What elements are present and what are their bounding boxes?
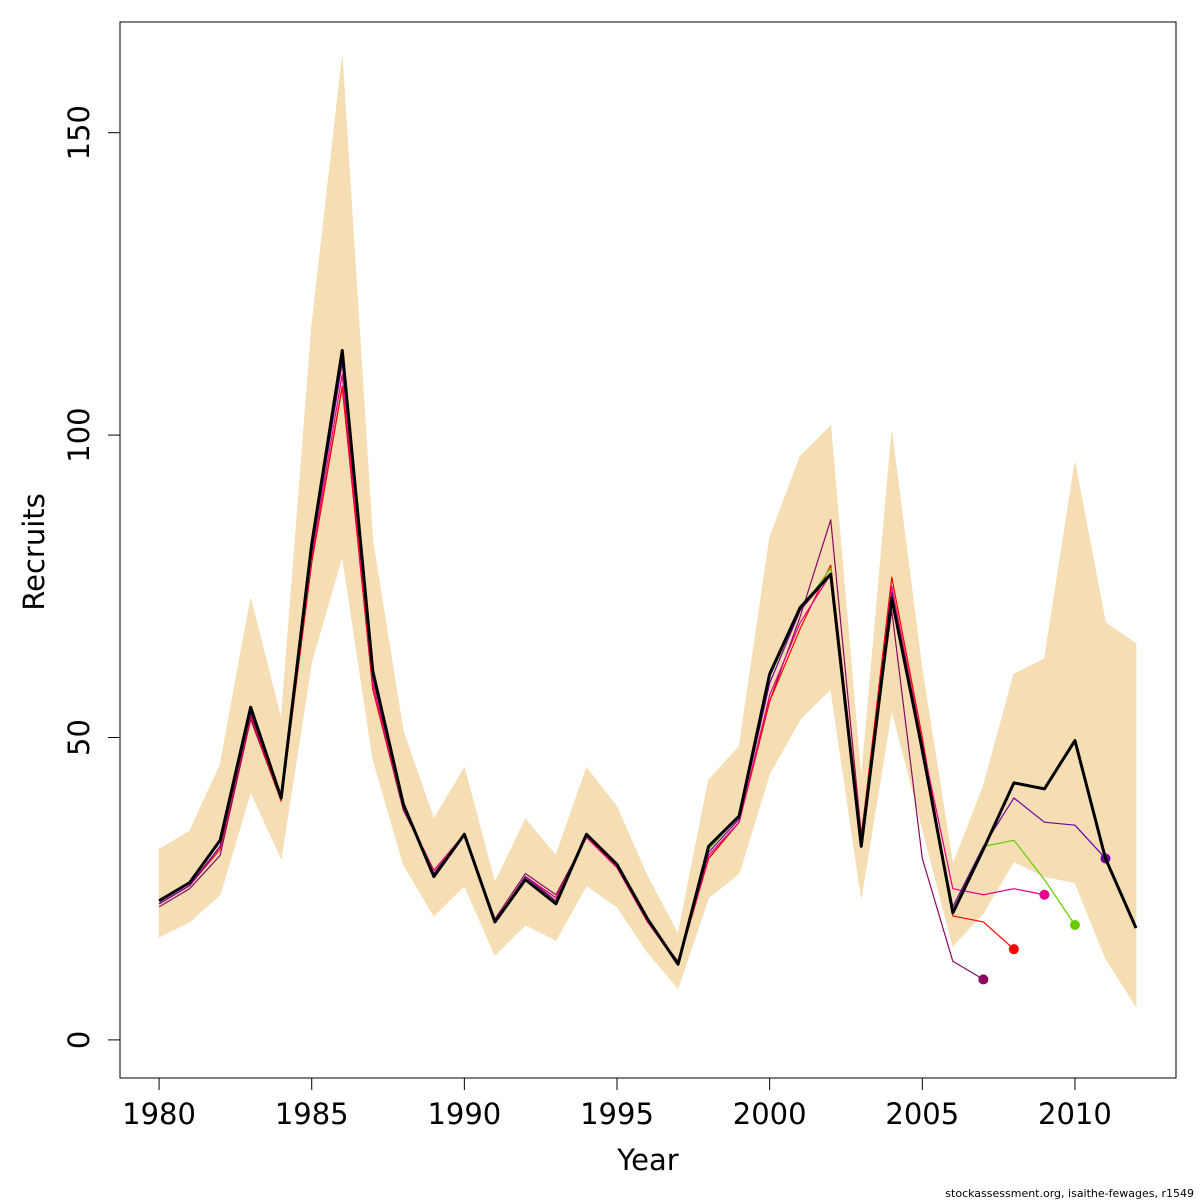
y-tick-label: 50 bbox=[62, 719, 96, 756]
confidence-band bbox=[921, 670, 954, 947]
y-tick-label: 150 bbox=[62, 105, 96, 160]
x-tick-label: 1995 bbox=[580, 1097, 654, 1131]
x-tick-label: 1990 bbox=[427, 1097, 501, 1131]
main-line bbox=[158, 348, 1138, 966]
end-point bbox=[978, 974, 989, 985]
x-tick-label: 1980 bbox=[122, 1097, 196, 1131]
confidence-band bbox=[463, 767, 496, 956]
confidence-band bbox=[219, 598, 252, 895]
confidence-band bbox=[952, 785, 984, 948]
confidence-band bbox=[677, 779, 710, 989]
confidence-band bbox=[402, 731, 435, 918]
y-axis-label: Recruits bbox=[17, 493, 51, 610]
confidence-band bbox=[1105, 621, 1137, 1009]
confidence-band bbox=[1074, 462, 1106, 959]
confidence-band bbox=[647, 876, 679, 990]
confidence-band bbox=[189, 764, 221, 923]
plot-frame bbox=[119, 21, 1177, 1079]
end-point bbox=[1069, 919, 1080, 930]
x-axis-label: Year bbox=[616, 1143, 678, 1177]
x-tick-label: 1985 bbox=[275, 1097, 349, 1131]
end-point bbox=[1008, 944, 1019, 955]
y-tick-label: 0 bbox=[62, 1031, 96, 1049]
y-tick-label: 100 bbox=[62, 407, 96, 462]
confidence-band bbox=[830, 425, 862, 898]
x-tick-label: 2010 bbox=[1038, 1097, 1112, 1131]
confidence-band bbox=[891, 432, 923, 829]
confidence-band bbox=[799, 425, 832, 721]
confidence-band bbox=[1013, 658, 1045, 878]
confidence-band bbox=[860, 432, 893, 898]
confidence-band bbox=[311, 57, 343, 663]
confidence-band bbox=[1044, 462, 1076, 884]
footnote: stockassessment.org, isaithe-fewages, r1… bbox=[945, 1187, 1194, 1200]
end-point bbox=[1039, 889, 1050, 900]
x-tick-label: 2005 bbox=[885, 1097, 959, 1131]
x-tick-label: 2000 bbox=[733, 1097, 807, 1131]
confidence-band bbox=[616, 806, 648, 954]
confidence-band bbox=[555, 767, 587, 942]
